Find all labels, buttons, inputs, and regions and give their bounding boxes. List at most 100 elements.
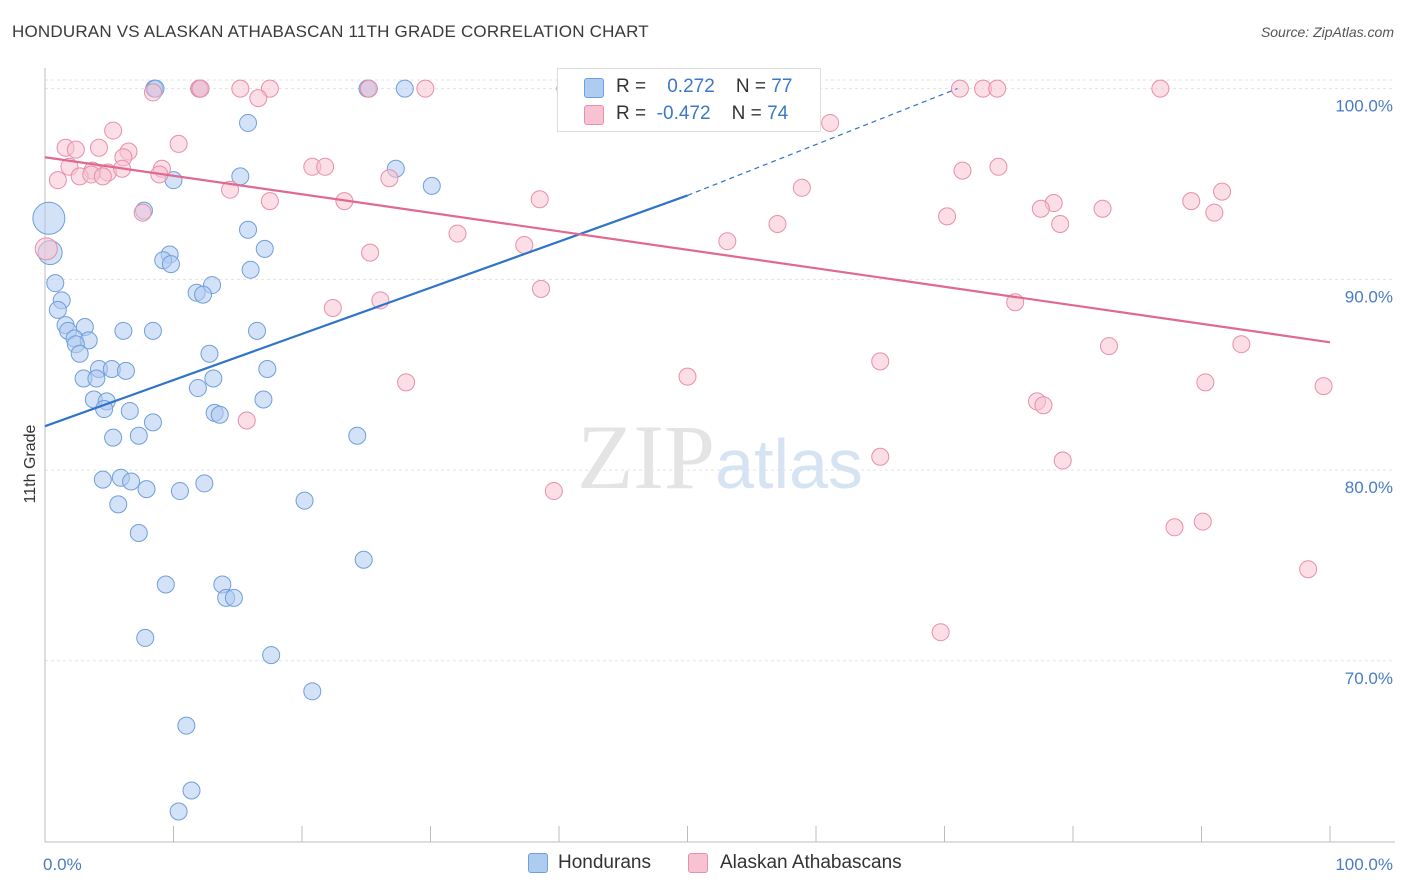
- honduran-point: [70, 344, 89, 363]
- alaskan-point: [260, 192, 279, 211]
- honduran-point: [303, 682, 322, 701]
- alaskan-point: [1151, 79, 1170, 98]
- alaskan-point: [323, 298, 342, 317]
- honduran-point: [241, 260, 260, 279]
- honduran-point: [156, 575, 175, 594]
- honduran-point: [262, 646, 281, 665]
- honduran-point: [254, 390, 273, 409]
- honduran-point: [258, 359, 277, 378]
- alaskan-point: [792, 178, 811, 197]
- y-axis-label: 11th Grade: [22, 424, 39, 503]
- honduran-point: [116, 361, 135, 380]
- alaskan-point: [953, 161, 972, 180]
- honduran-point: [354, 550, 373, 569]
- honduran-point: [129, 524, 148, 543]
- alaskan-point: [260, 79, 279, 98]
- watermark-atlas: atlas: [715, 425, 863, 503]
- chart-title: HONDURAN VS ALASKAN ATHABASCAN 11TH GRAD…: [12, 22, 649, 41]
- alaskan-point: [93, 167, 112, 186]
- hondurans-swatch: [584, 78, 604, 98]
- grid: [45, 79, 1395, 662]
- alaskan-point: [169, 134, 188, 153]
- legend-row-alaskan: R = -0.472 N = 74: [616, 103, 789, 124]
- legend-item-alaskan: Alaskan Athabascans: [688, 852, 902, 874]
- honduran-point: [210, 405, 229, 424]
- hondurans-legend-label: Hondurans: [558, 852, 651, 873]
- honduran-point: [143, 321, 162, 340]
- alaskan-point: [768, 215, 787, 234]
- alaskan-point: [1093, 199, 1112, 218]
- honduran-point: [46, 274, 65, 293]
- alaskan-point: [316, 157, 335, 176]
- tick-labels: 70.0% 80.0% 90.0% 100.0% 0.0% 100.0%: [43, 97, 1393, 874]
- watermark: ZIPatlas: [577, 406, 863, 508]
- honduran-point: [295, 491, 314, 510]
- honduran-point: [195, 474, 214, 493]
- correlation-legend: R = 0.272 N = 77 R = -0.472 N = 74: [557, 68, 821, 132]
- alaskan-point: [66, 140, 85, 159]
- alaskan-point: [1053, 451, 1072, 470]
- y-tick-label: 100.0%: [1335, 97, 1393, 116]
- alaskan-point: [34, 237, 58, 261]
- honduran-point: [239, 220, 258, 239]
- alaskan-point: [1193, 512, 1212, 531]
- honduran-point: [143, 413, 162, 432]
- alaskan-point: [191, 79, 210, 98]
- alaskan-point: [231, 79, 250, 98]
- hondurans-legend-swatch: [528, 853, 548, 873]
- alaskan-point: [1196, 373, 1215, 392]
- alaskan-legend-swatch: [688, 853, 708, 873]
- alaskan-point: [871, 447, 890, 466]
- hondurans-points: [32, 79, 684, 821]
- y-tick-label: 80.0%: [1345, 478, 1393, 497]
- alaskan-trend-line: [44, 156, 1331, 344]
- honduran-point: [48, 300, 67, 319]
- alaskan-point: [89, 138, 108, 157]
- honduran-point: [136, 628, 155, 647]
- alaskan-point: [938, 207, 957, 226]
- honduran-point: [109, 495, 128, 514]
- honduran-point: [188, 379, 207, 398]
- alaskan-point: [931, 623, 950, 642]
- alaskan-point: [871, 352, 890, 371]
- alaskan-point: [678, 367, 697, 386]
- honduran-point: [129, 426, 148, 445]
- honduran-point: [248, 321, 267, 340]
- trend-lines: [44, 88, 1331, 428]
- alaskan-point: [718, 232, 737, 251]
- alaskan-points: [34, 79, 1333, 642]
- honduran-point: [169, 802, 188, 821]
- alaskan-point: [1034, 396, 1053, 415]
- honduran-point: [182, 781, 201, 800]
- alaskan-point: [237, 411, 256, 430]
- honduran-point: [194, 285, 213, 304]
- alaskan-point: [397, 373, 416, 392]
- alaskan-point: [1099, 337, 1118, 356]
- honduran-point: [422, 176, 441, 195]
- honduran-point: [137, 480, 156, 499]
- alaskan-point: [104, 121, 123, 140]
- honduran-point: [122, 472, 141, 491]
- honduran-point: [87, 369, 106, 388]
- alaskan-legend-label: Alaskan Athabascans: [720, 852, 902, 873]
- alaskan-point: [448, 224, 467, 243]
- honduran-point: [104, 428, 123, 447]
- alaskan-point: [1314, 377, 1333, 396]
- alaskan-point: [1051, 215, 1070, 234]
- honduran-point: [93, 470, 112, 489]
- honduran-point: [348, 426, 367, 445]
- x-tick-label: 0.0%: [43, 855, 82, 874]
- y-tick-label: 70.0%: [1345, 669, 1393, 688]
- alaskan-swatch: [584, 105, 604, 125]
- y-tick-label: 90.0%: [1345, 287, 1393, 306]
- alaskan-point: [1205, 203, 1224, 222]
- honduran-point: [177, 716, 196, 735]
- honduran-point: [395, 79, 414, 98]
- alaskan-point: [133, 203, 152, 222]
- alaskan-point: [544, 482, 563, 501]
- x-tick-label: 100.0%: [1335, 855, 1393, 874]
- legend-row-hondurans: R = 0.272 N = 77: [616, 76, 793, 97]
- alaskan-point: [532, 279, 551, 298]
- alaskan-point: [249, 89, 268, 108]
- honduran-point: [161, 255, 180, 274]
